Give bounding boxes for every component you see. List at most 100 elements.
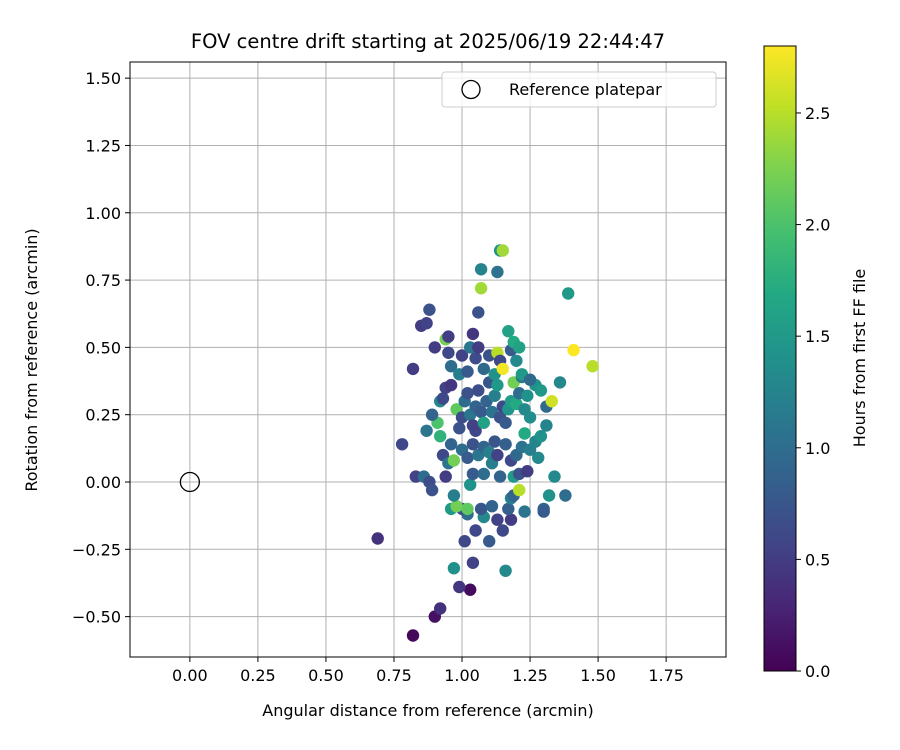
data-point (534, 384, 548, 397)
data-point (488, 389, 501, 402)
y-tick-label: 0.75 (85, 271, 121, 290)
data-point (513, 483, 526, 497)
data-point (534, 430, 548, 443)
data-point (472, 306, 485, 319)
data-point (439, 470, 452, 483)
reference-platepar-marker-icon (461, 79, 481, 100)
data-point (502, 502, 515, 516)
data-point (442, 346, 455, 359)
data-point (496, 244, 509, 257)
data-point (499, 416, 512, 429)
colorbar-label: Hours from first FF file (850, 269, 869, 448)
data-point (474, 502, 488, 516)
data-point (553, 376, 567, 389)
data-point (491, 378, 504, 392)
colorbar-tick-label: 1.5 (805, 327, 830, 346)
data-point (472, 384, 485, 397)
data-point (447, 489, 461, 502)
plot-frame (129, 61, 727, 658)
data-point (532, 451, 545, 464)
data-point (491, 448, 504, 462)
data-point (464, 478, 477, 491)
data-point (523, 373, 537, 386)
x-tick-label: 0.00 (172, 666, 208, 685)
data-point (502, 325, 515, 338)
y-tick-label: 1.00 (85, 204, 121, 223)
data-point (483, 535, 496, 548)
y-tick-label: 1.25 (85, 136, 121, 155)
data-point (434, 430, 447, 443)
colorbar-ticks: 0.0 0.5 1.0 1.5 2.0 2.5 (796, 104, 830, 681)
data-point (466, 327, 480, 341)
data-point (444, 438, 458, 451)
data-point (453, 580, 466, 594)
data-point (567, 343, 580, 357)
data-point (504, 513, 518, 526)
data-point (477, 467, 490, 481)
x-axis-label: Angular distance from reference (arcmin) (262, 701, 593, 720)
data-point (472, 341, 485, 354)
data-point (466, 419, 480, 432)
data-point (406, 362, 420, 376)
data-point (450, 500, 463, 513)
data-point (474, 263, 488, 276)
data-point (461, 365, 474, 378)
data-point (466, 556, 480, 569)
data-point (474, 405, 488, 419)
data-points (371, 244, 599, 642)
data-point (499, 564, 512, 577)
data-point (425, 483, 439, 497)
data-point (540, 419, 553, 432)
data-point (496, 524, 509, 537)
grid-layer (130, 62, 726, 657)
data-point (453, 422, 466, 435)
data-point (562, 287, 575, 300)
colorbar-tick-label: 0.5 (805, 550, 830, 569)
y-axis-ticks: −0.50 −0.25 0.00 0.25 0.50 0.75 1.00 1.25 1.50 (72, 69, 130, 627)
data-point (499, 438, 512, 451)
data-point (447, 454, 461, 467)
y-tick-label: −0.50 (72, 608, 121, 627)
data-point (444, 378, 458, 392)
data-point (491, 265, 504, 279)
data-point (458, 535, 471, 548)
y-axis-label: Rotation from reference (arcmin) (22, 228, 41, 491)
data-point (464, 583, 477, 596)
x-tick-label: 0.25 (240, 666, 276, 685)
data-point (521, 389, 534, 402)
colorbar-tick-label: 0.0 (805, 662, 830, 681)
data-point (434, 602, 447, 615)
data-point (545, 395, 558, 408)
data-point (461, 502, 474, 516)
data-point (395, 438, 409, 451)
data-point (477, 416, 490, 429)
data-point (447, 562, 461, 575)
data-point (510, 354, 523, 367)
data-point (496, 362, 509, 376)
colorbar-tick-label: 2.5 (805, 104, 830, 123)
data-point (488, 435, 501, 448)
data-point (455, 349, 469, 362)
data-point (521, 465, 534, 478)
data-point (548, 470, 561, 483)
colorbar (763, 45, 797, 672)
x-tick-label: 0.50 (308, 666, 344, 685)
y-tick-label: 0.00 (85, 473, 121, 492)
data-point (559, 489, 572, 502)
data-point (537, 505, 550, 518)
chart-title: FOV centre drift starting at 2025/06/19 … (191, 30, 665, 53)
data-point (444, 360, 458, 373)
data-point (542, 489, 556, 502)
data-point (493, 470, 507, 483)
data-point (461, 387, 474, 400)
x-tick-label: 1.75 (648, 666, 684, 685)
y-tick-label: 0.25 (85, 406, 121, 425)
data-point (425, 408, 439, 421)
data-point (518, 505, 531, 518)
data-point (436, 392, 450, 405)
data-point (586, 360, 599, 373)
x-tick-label: 0.75 (376, 666, 412, 685)
data-point (420, 317, 433, 330)
data-point (466, 467, 480, 481)
